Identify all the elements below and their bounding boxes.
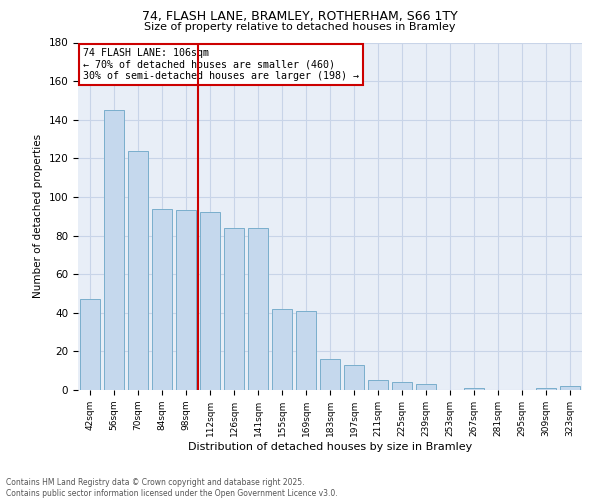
Bar xyxy=(248,228,268,390)
Text: Contains HM Land Registry data © Crown copyright and database right 2025.
Contai: Contains HM Land Registry data © Crown c… xyxy=(6,478,338,498)
Bar xyxy=(320,359,340,390)
X-axis label: Distribution of detached houses by size in Bramley: Distribution of detached houses by size … xyxy=(188,442,472,452)
Bar xyxy=(296,311,316,390)
Bar xyxy=(104,110,124,390)
Bar xyxy=(344,365,364,390)
Bar xyxy=(392,382,412,390)
Bar xyxy=(416,384,436,390)
Bar xyxy=(368,380,388,390)
Bar xyxy=(176,210,196,390)
Text: 74 FLASH LANE: 106sqm
← 70% of detached houses are smaller (460)
30% of semi-det: 74 FLASH LANE: 106sqm ← 70% of detached … xyxy=(83,48,359,81)
Bar xyxy=(536,388,556,390)
Bar xyxy=(224,228,244,390)
Bar xyxy=(128,150,148,390)
Bar xyxy=(560,386,580,390)
Bar xyxy=(200,212,220,390)
Text: 74, FLASH LANE, BRAMLEY, ROTHERHAM, S66 1TY: 74, FLASH LANE, BRAMLEY, ROTHERHAM, S66 … xyxy=(142,10,458,23)
Y-axis label: Number of detached properties: Number of detached properties xyxy=(33,134,43,298)
Bar xyxy=(80,300,100,390)
Text: Size of property relative to detached houses in Bramley: Size of property relative to detached ho… xyxy=(144,22,456,32)
Bar xyxy=(464,388,484,390)
Bar xyxy=(152,208,172,390)
Bar xyxy=(272,309,292,390)
